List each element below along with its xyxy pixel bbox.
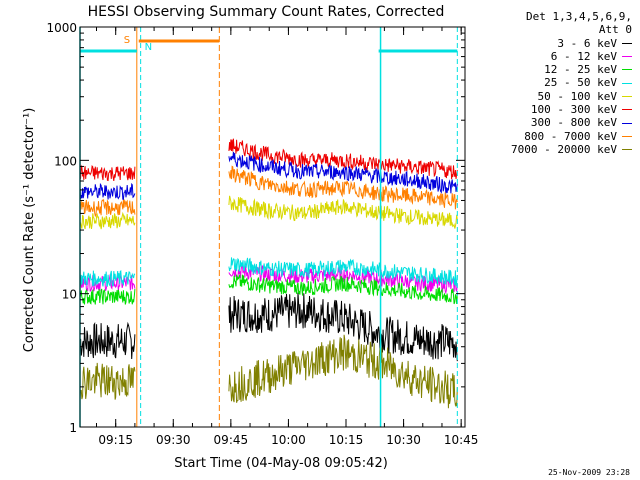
legend-swatch xyxy=(622,82,632,84)
series-line-3-segment-1 xyxy=(228,257,458,287)
legend-entry-label: 7000 - 20000 keV xyxy=(511,142,617,156)
series-line-5-segment-0 xyxy=(79,164,136,182)
legend: Det 1,3,4,5,6,9, Att 0 3 - 6 keV 6 - 12 k… xyxy=(482,10,632,156)
legend-swatch xyxy=(622,69,632,71)
series-line-0-segment-0 xyxy=(79,321,136,360)
legend-entry-label: 12 - 25 keV xyxy=(544,63,617,77)
x-tick-label-1: 09:30 xyxy=(156,433,191,447)
legend-entry-1: 6 - 12 keV xyxy=(482,50,632,63)
legend-entry-0: 3 - 6 keV xyxy=(482,37,632,50)
legend-title-line-2: Att 0 xyxy=(598,23,632,37)
x-tick-label-3: 10:00 xyxy=(271,433,306,447)
series-line-6-segment-1 xyxy=(228,151,458,194)
legend-swatch xyxy=(622,149,632,151)
series-line-2-segment-0 xyxy=(79,288,136,305)
legend-entry-label: 50 - 100 keV xyxy=(537,89,617,103)
saa-label: S xyxy=(124,35,130,46)
series-line-2-segment-1 xyxy=(228,274,458,305)
legend-swatch xyxy=(622,42,632,44)
y-tick-label-3: 1000 xyxy=(46,21,77,35)
legend-swatch xyxy=(622,95,632,97)
legend-entry-label: 3 - 6 keV xyxy=(557,36,617,50)
plot-frame xyxy=(79,26,466,428)
legend-title-line-1: Det 1,3,4,5,6,9, xyxy=(526,10,632,23)
x-axis-label: Start Time (04-May-08 09:05:42) xyxy=(174,456,388,471)
axes-group: 1 10 100 1000 09:15 09:30 09:45 10:00 10:15 10:30… xyxy=(46,21,478,447)
series-line-8-segment-1 xyxy=(228,334,458,409)
legend-entry-label: 300 - 800 keV xyxy=(530,116,617,130)
legend-entry-5: 100 - 300 keV xyxy=(482,103,632,116)
generated-timestamp: 25-Nov-2009 23:28 xyxy=(548,468,630,477)
series-line-7-segment-1 xyxy=(228,165,458,210)
legend-entry-3: 25 - 50 keV xyxy=(482,76,632,89)
x-tick-label-2: 09:45 xyxy=(214,433,249,447)
series-line-3-segment-0 xyxy=(79,269,136,288)
legend-entry-label: 100 - 300 keV xyxy=(530,103,617,117)
series-line-5-segment-1 xyxy=(228,138,458,180)
legend-entry-2: 12 - 25 keV xyxy=(482,63,632,76)
series-line-6-segment-0 xyxy=(79,182,136,201)
series-line-7-segment-0 xyxy=(79,198,136,218)
series-line-0-segment-1 xyxy=(228,292,458,362)
chart-title: HESSI Observing Summary Count Rates, Cor… xyxy=(88,4,445,20)
legend-swatch xyxy=(622,122,632,124)
x-tick-label-4: 10:15 xyxy=(329,433,364,447)
legend-entry-label: 800 - 7000 keV xyxy=(524,129,617,143)
night-label: N xyxy=(145,42,152,53)
series-line-4-segment-1 xyxy=(228,195,458,229)
legend-entry-label: 6 - 12 keV xyxy=(550,49,617,63)
legend-entry-8: 7000 - 20000 keV xyxy=(482,143,632,156)
series-line-8-segment-0 xyxy=(79,362,136,400)
legend-swatch xyxy=(622,56,632,58)
series-line-4-segment-0 xyxy=(79,211,136,230)
x-tick-label-0: 09:15 xyxy=(98,433,133,447)
legend-entry-label: 25 - 50 keV xyxy=(544,76,617,90)
series-group xyxy=(79,138,458,409)
y-tick-label-0: 1 xyxy=(69,421,77,435)
y-axis-label: Corrected Count Rate (s⁻¹ detector⁻¹) xyxy=(22,108,37,353)
x-tick-label-5: 10:30 xyxy=(386,433,421,447)
legend-entry-7: 800 - 7000 keV xyxy=(482,130,632,143)
legend-entry-4: 50 - 100 keV xyxy=(482,90,632,103)
x-tick-label-6: 10:45 xyxy=(444,433,479,447)
legend-entry-6: 300 - 800 keV xyxy=(482,116,632,129)
y-tick-label-1: 10 xyxy=(62,288,77,302)
legend-swatch xyxy=(622,109,632,111)
y-tick-label-2: 100 xyxy=(54,154,77,168)
legend-swatch xyxy=(622,135,632,137)
